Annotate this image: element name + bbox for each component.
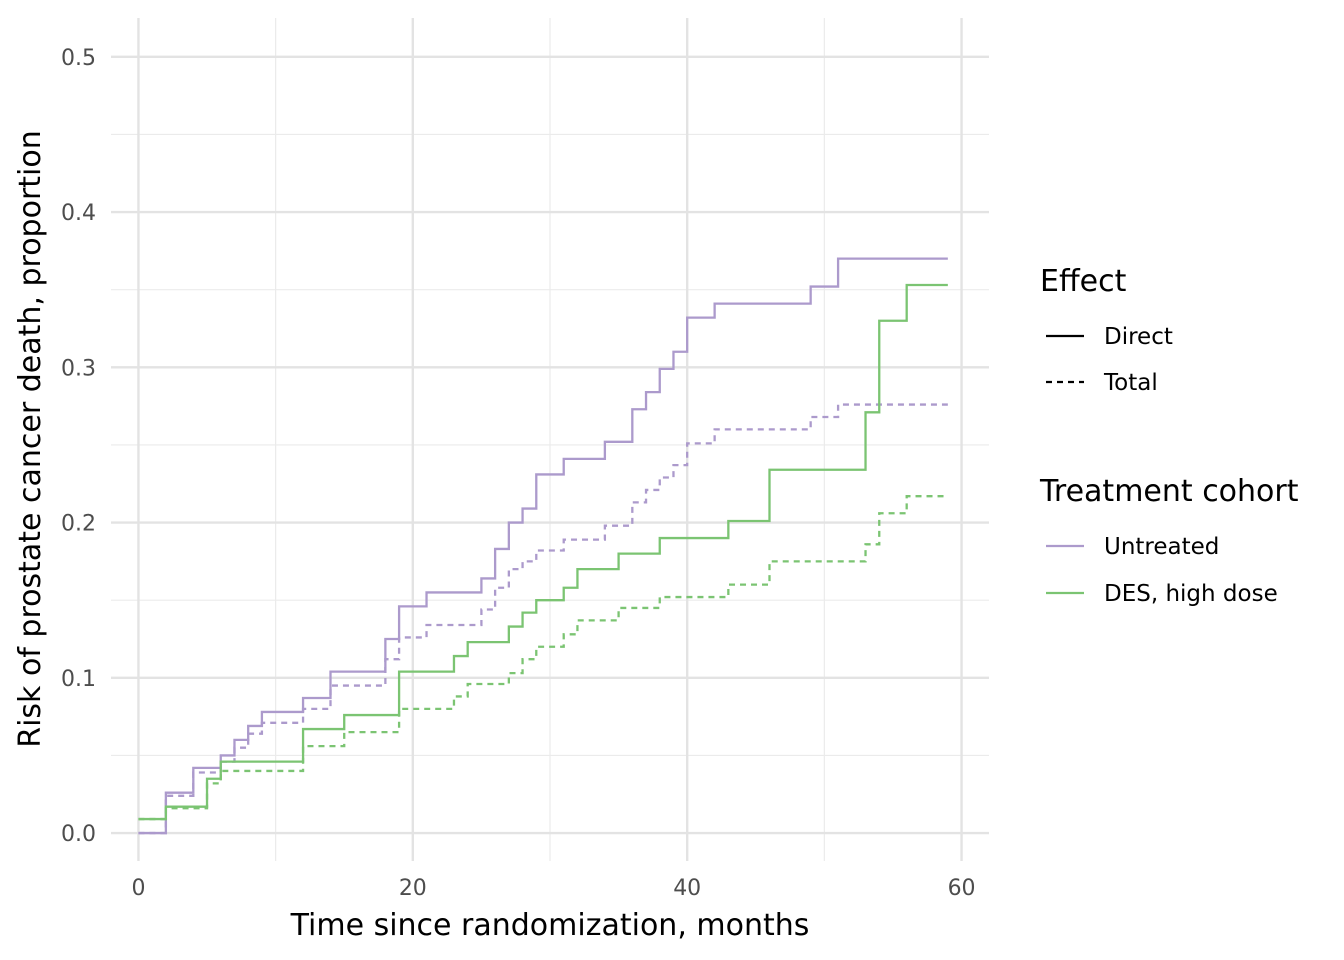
series-line-des-high-dose-total xyxy=(138,495,948,821)
series-line-untreated-direct xyxy=(138,257,948,835)
x-tick-label: 0 xyxy=(131,876,145,901)
series-line-des-high-dose-direct xyxy=(138,283,948,821)
series-layer xyxy=(138,257,948,835)
y-tick-label: 0.0 xyxy=(61,822,96,847)
y-tick-label: 0.2 xyxy=(61,512,96,537)
legend-effect-title: Effect xyxy=(1040,264,1127,299)
legend-effect: Effect Direct Total xyxy=(1040,264,1173,396)
y-tick-label: 0.5 xyxy=(61,46,96,71)
legend-cohort-title: Treatment cohort xyxy=(1039,474,1299,509)
legend-cohort: Treatment cohort Untreated DES, high dos… xyxy=(1039,474,1299,607)
y-axis-ticks: 0.0 0.1 0.2 0.3 0.4 0.5 xyxy=(61,46,96,847)
legend-direct-label: Direct xyxy=(1104,324,1173,350)
legend-total-label: Total xyxy=(1103,370,1158,396)
y-axis-title: Risk of prostate cancer death, proportio… xyxy=(13,130,48,748)
x-axis-ticks: 0 20 40 60 xyxy=(131,876,975,901)
x-axis-title: Time since randomization, months xyxy=(290,908,810,943)
grid-layer xyxy=(111,18,989,861)
series-line-untreated-total xyxy=(138,403,948,835)
x-tick-label: 40 xyxy=(673,876,701,901)
y-tick-label: 0.3 xyxy=(61,356,96,381)
legend-untreated-label: Untreated xyxy=(1104,534,1219,560)
y-tick-label: 0.1 xyxy=(61,667,96,692)
legend-des-label: DES, high dose xyxy=(1104,581,1278,607)
x-tick-label: 60 xyxy=(948,876,976,901)
x-tick-label: 20 xyxy=(399,876,427,901)
y-tick-label: 0.4 xyxy=(61,201,96,226)
